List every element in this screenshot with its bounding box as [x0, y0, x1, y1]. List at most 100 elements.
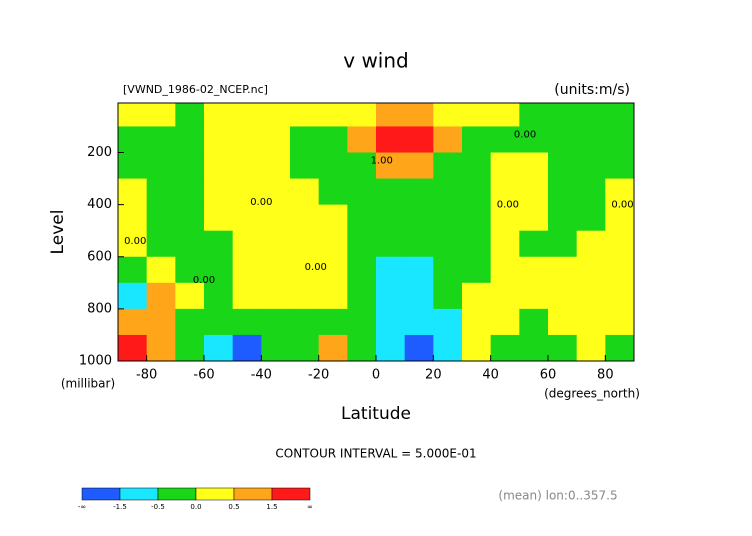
- contour-cell: [232, 178, 262, 206]
- contour-cell: [490, 103, 520, 127]
- contour-cell: [347, 204, 377, 232]
- contour-cell: [175, 178, 205, 206]
- contour-cell: [576, 152, 606, 180]
- colorbar-box: [271, 487, 311, 501]
- contour-cell: [118, 152, 148, 180]
- contour-cell: [462, 230, 492, 258]
- contour-label: 0.00: [305, 262, 327, 273]
- contour-cell: [318, 152, 348, 180]
- contour-cell: [490, 230, 520, 258]
- contour-cell: [605, 282, 635, 310]
- contour-cell: [118, 204, 148, 232]
- y-tick-label: 600: [87, 249, 112, 264]
- subtitle: [VWND_1986-02_NCEP.nc]: [123, 83, 268, 96]
- contour-cell: [548, 308, 578, 336]
- contour-cell: [519, 256, 549, 284]
- contour-cell: [146, 126, 176, 154]
- contour-cell: [261, 204, 291, 232]
- contour-cell: [175, 282, 205, 310]
- contour-cell: [146, 103, 176, 127]
- contour-cell: [548, 178, 578, 206]
- contour-cell: [376, 204, 406, 232]
- contour-cell: [462, 126, 492, 154]
- contour-cell: [290, 308, 320, 336]
- contour-cell: [404, 230, 434, 258]
- contour-cell: [605, 204, 635, 232]
- x-tick-label: 40: [482, 368, 499, 383]
- y-tick-label: 1000: [79, 354, 112, 369]
- contour-cell: [290, 152, 320, 180]
- contour-cell: [605, 230, 635, 258]
- contour-cell: [118, 334, 148, 362]
- contour-cell: [376, 126, 406, 154]
- contour-cell: [404, 282, 434, 310]
- contour-cell: [146, 308, 176, 336]
- contour-cell: [462, 178, 492, 206]
- x-tick-label: 0: [372, 368, 380, 383]
- contour-cell: [175, 103, 205, 127]
- contour-label: 0.00: [514, 129, 536, 140]
- contour-cell: [433, 308, 463, 336]
- contour-cell: [347, 230, 377, 258]
- contour-cell: [232, 204, 262, 232]
- contour-cell: [548, 126, 578, 154]
- contour-cell: [175, 334, 205, 362]
- contour-label: 1.00: [371, 155, 393, 166]
- contour-cell: [576, 282, 606, 310]
- contour-cell: [146, 152, 176, 180]
- contour-cell: [376, 178, 406, 206]
- contour-cell: [576, 334, 606, 362]
- contour-cell: [433, 334, 463, 362]
- contour-cell: [433, 126, 463, 154]
- contour-cell: [519, 230, 549, 258]
- contour-cell: [347, 152, 377, 180]
- contour-cell: [347, 256, 377, 284]
- y-axis-label: Level: [48, 210, 68, 255]
- contour-cell: [204, 334, 234, 362]
- x-tick-label: -60: [193, 368, 214, 383]
- contour-cell: [605, 178, 635, 206]
- contour-cell: [490, 282, 520, 310]
- contour-cell: [548, 103, 578, 127]
- contour-cell: [146, 230, 176, 258]
- contour-cell: [576, 230, 606, 258]
- contour-cell: [318, 282, 348, 310]
- contour-cell: [462, 103, 492, 127]
- contour-cell: [548, 230, 578, 258]
- contour-cell: [118, 103, 148, 127]
- contour-cell: [318, 334, 348, 362]
- contour-cell: [290, 256, 320, 284]
- contour-cell: [519, 103, 549, 127]
- contour-cell: [204, 126, 234, 154]
- contour-cell: [605, 308, 635, 336]
- contour-cell: [204, 256, 234, 284]
- contour-cell: [290, 178, 320, 206]
- contour-cell: [462, 308, 492, 336]
- contour-cell: [576, 256, 606, 284]
- contour-cell: [146, 282, 176, 310]
- contour-cell: [204, 178, 234, 206]
- contour-cell: [318, 178, 348, 206]
- contour-cell: [490, 126, 520, 154]
- x-tick-label: 80: [597, 368, 614, 383]
- contour-cell: [146, 178, 176, 206]
- footer: (mean) lon:0..357.5: [498, 489, 617, 503]
- contour-cell: [204, 230, 234, 258]
- contour-cell: [519, 308, 549, 336]
- colorbar-box: [119, 487, 159, 501]
- contour-cell: [576, 204, 606, 232]
- contour-cell: [548, 204, 578, 232]
- contour-cell: [576, 103, 606, 127]
- contour-cell: [261, 126, 291, 154]
- contour-cell: [347, 178, 377, 206]
- contour-cell: [318, 103, 348, 127]
- contour-cell: [376, 282, 406, 310]
- contour-cell: [490, 256, 520, 284]
- contour-cell: [490, 334, 520, 362]
- colorbar-box: [233, 487, 273, 501]
- contour-cell: [347, 308, 377, 336]
- contour-cell: [519, 126, 549, 154]
- contour-cell: [318, 256, 348, 284]
- contour-cell: [576, 308, 606, 336]
